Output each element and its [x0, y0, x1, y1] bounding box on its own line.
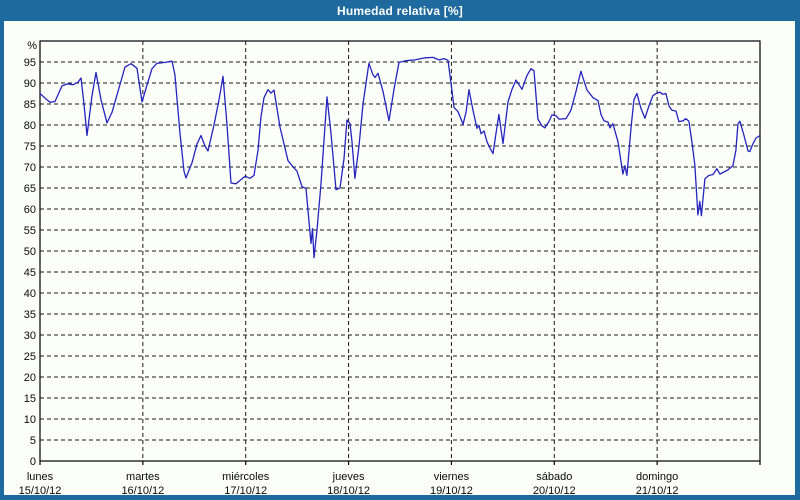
chart-panel: [4, 21, 795, 495]
chart-title: Humedad relativa [%]: [336, 3, 464, 18]
titlebar: Humedad relativa [%]: [0, 0, 800, 21]
